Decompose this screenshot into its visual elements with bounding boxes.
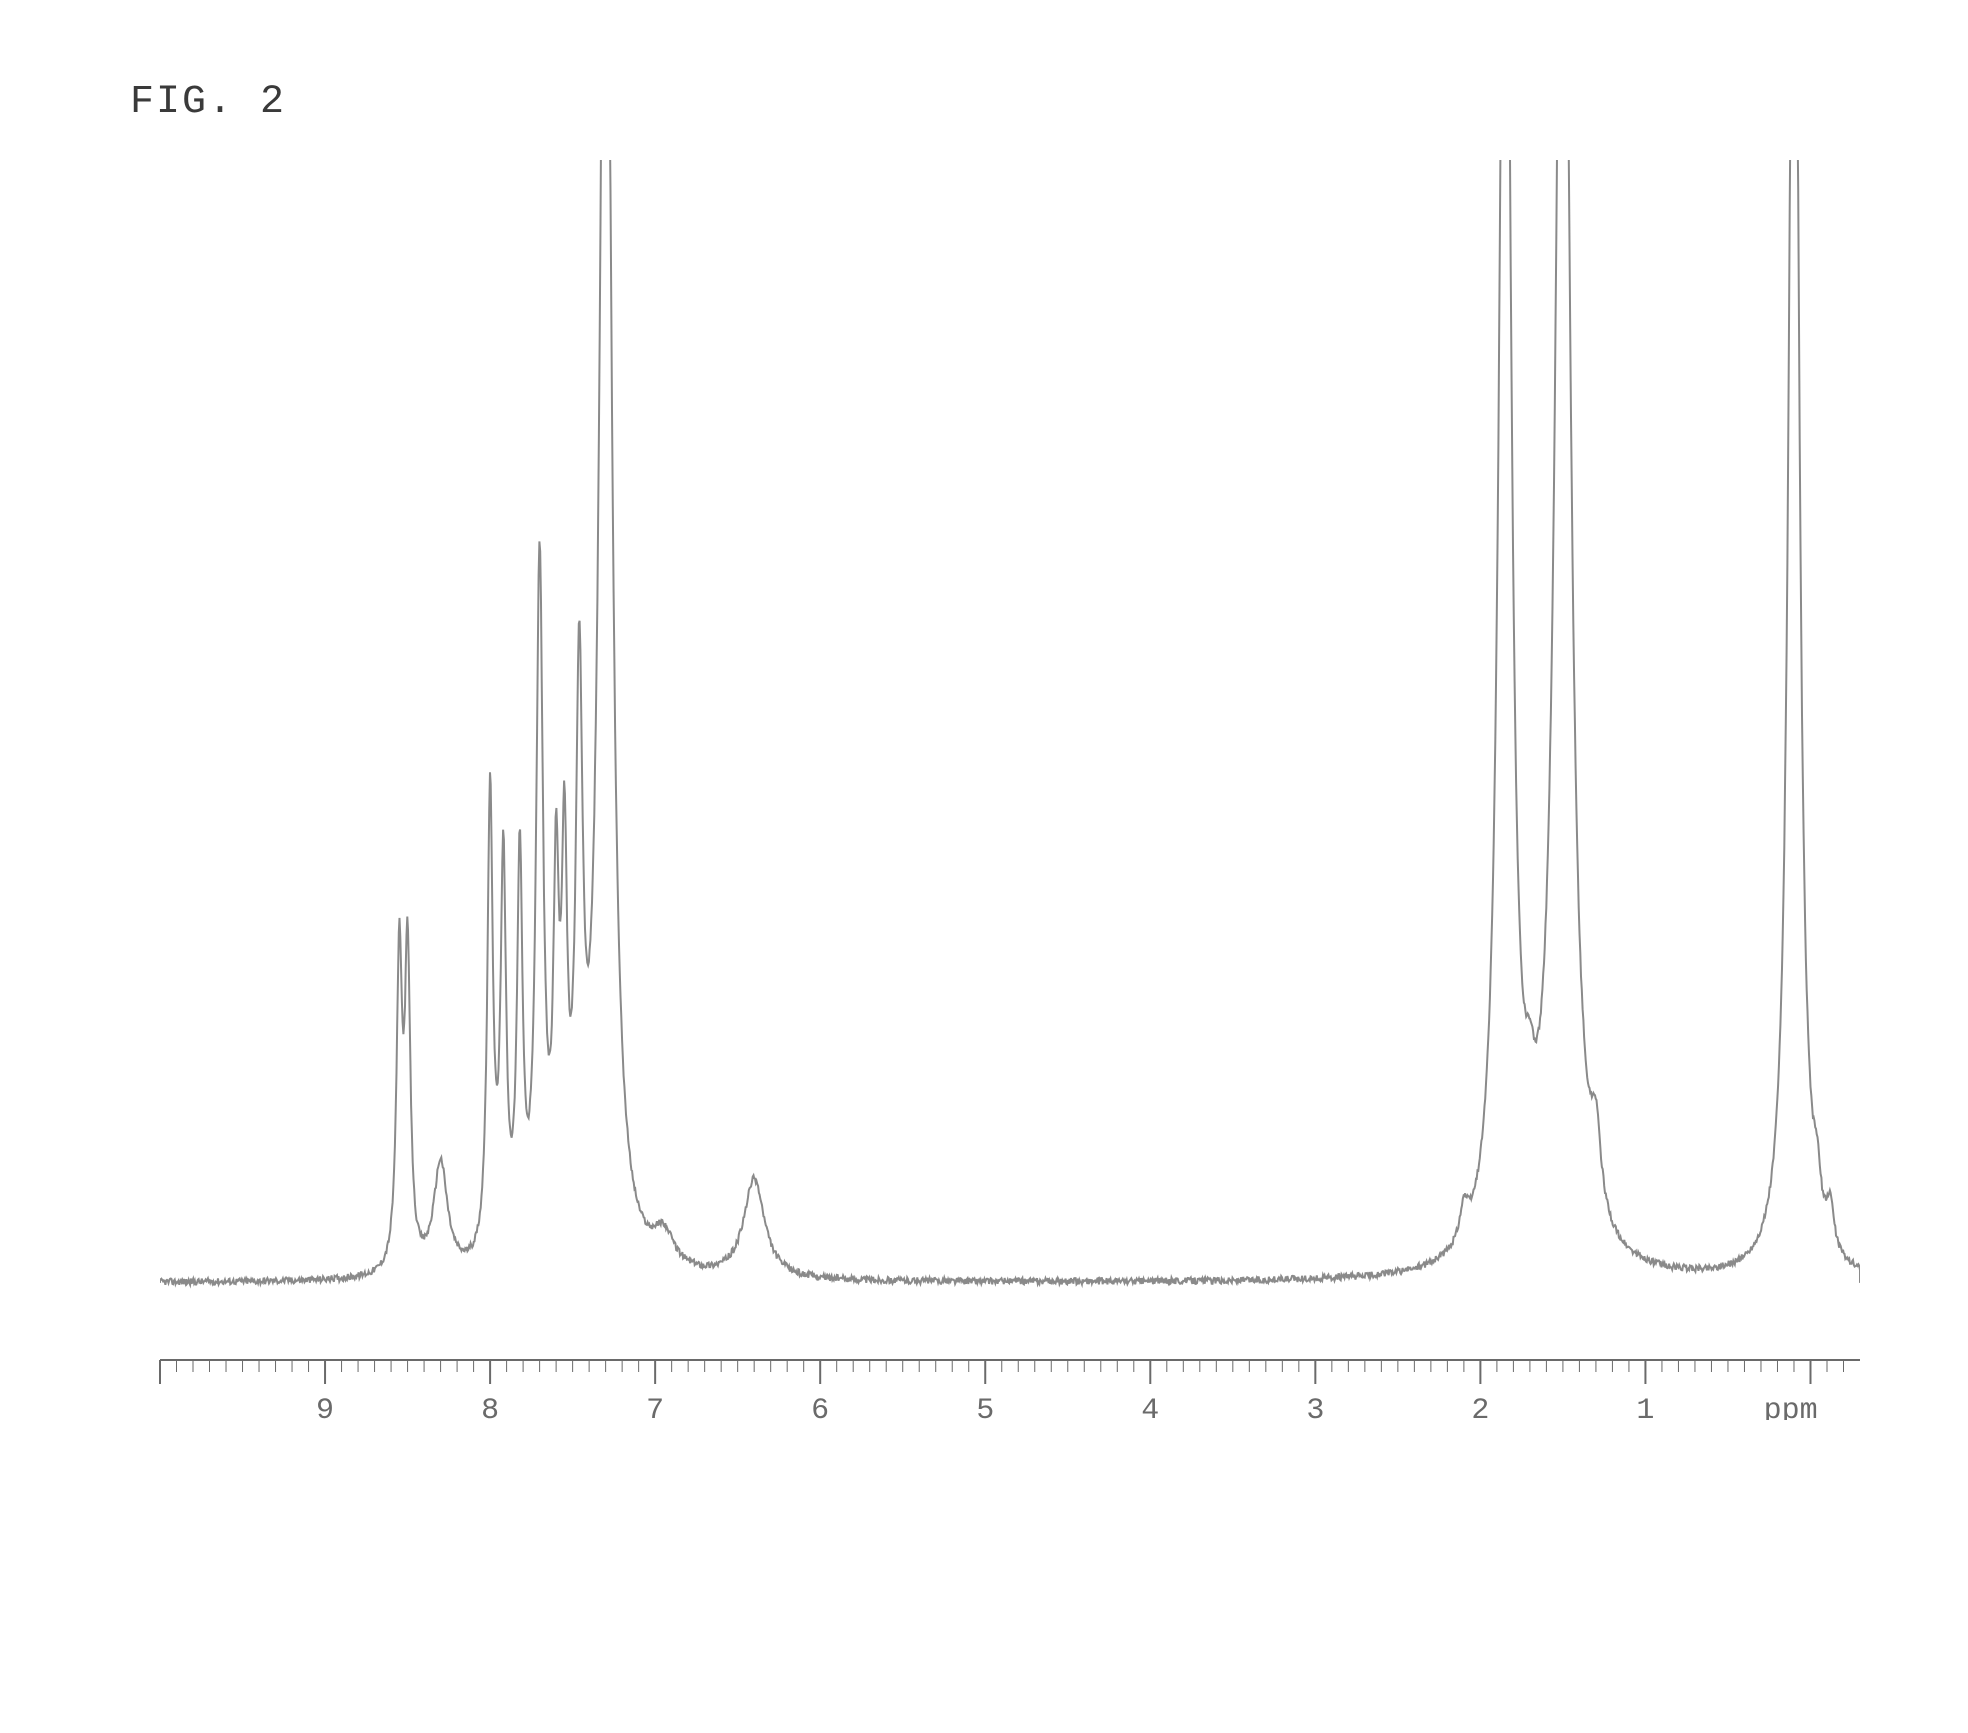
figure-label: FIG. 2 <box>130 80 286 125</box>
x-tick-label: 3 <box>1306 1394 1324 1420</box>
page: FIG. 2 9 8 7 6 5 4 3 2 1 ppm <box>0 0 1968 1733</box>
x-tick-label: 8 <box>481 1394 499 1420</box>
x-tick-label: 6 <box>811 1394 829 1420</box>
spectrum-trace <box>160 160 1860 1285</box>
x-tick-label: 2 <box>1471 1394 1489 1420</box>
nmr-spectrum-svg: 9 8 7 6 5 4 3 2 1 ppm <box>100 160 1860 1420</box>
x-tick-label: 1 <box>1636 1394 1654 1420</box>
nmr-spectrum-chart: 9 8 7 6 5 4 3 2 1 ppm <box>100 160 1860 1420</box>
x-axis-unit-label: ppm <box>1764 1394 1818 1420</box>
x-tick-label: 5 <box>976 1394 994 1420</box>
x-tick-label: 9 <box>316 1394 334 1420</box>
x-tick-label: 4 <box>1141 1394 1159 1420</box>
x-tick-label: 7 <box>646 1394 664 1420</box>
